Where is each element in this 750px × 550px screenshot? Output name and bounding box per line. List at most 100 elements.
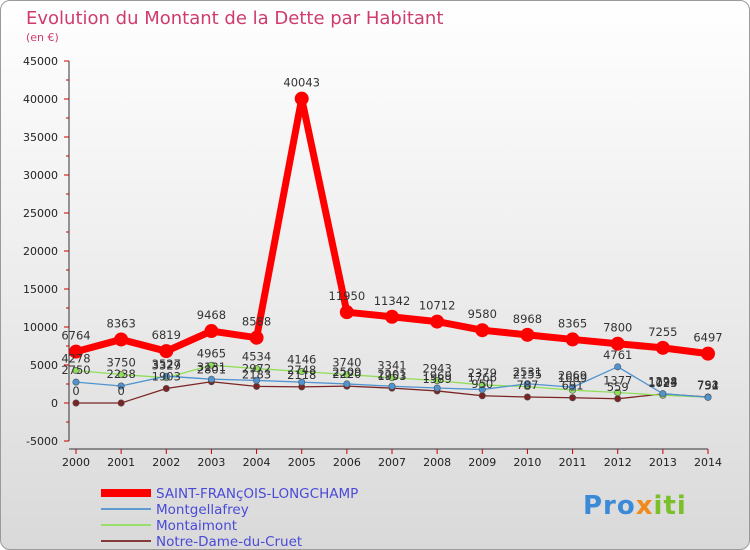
data-point (249, 330, 264, 345)
data-label: 2183 (242, 367, 271, 381)
data-point (343, 380, 351, 388)
data-label: 11950 (329, 289, 366, 303)
data-label: 1689 (558, 371, 587, 385)
data-point (430, 314, 445, 329)
data-point (569, 383, 577, 391)
data-label: 8363 (107, 316, 136, 330)
series-layer (69, 91, 715, 407)
data-label: 3131 (197, 360, 226, 374)
data-point (388, 382, 396, 390)
data-label: 9580 (468, 307, 497, 321)
data-point (569, 394, 577, 402)
x-tick-label: 2010 (513, 456, 541, 469)
data-point (701, 346, 715, 361)
data-label: 3329 (152, 359, 181, 373)
data-label: 1023 (648, 376, 677, 390)
y-tick-label: 30000 (23, 169, 58, 182)
data-label: 2220 (332, 367, 361, 381)
data-label: 4534 (242, 350, 271, 364)
y-tick-label: 35000 (23, 131, 58, 144)
y-tick-label: 5000 (30, 359, 58, 372)
data-point (253, 376, 261, 384)
x-tick-label: 2002 (152, 456, 180, 469)
data-label: 0 (72, 384, 79, 398)
x-tick-label: 2007 (378, 456, 406, 469)
x-tick-label: 2009 (468, 456, 496, 469)
data-label: 2238 (107, 367, 136, 381)
x-tick-label: 2005 (288, 456, 316, 469)
data-label: 0 (117, 384, 124, 398)
data-point (614, 363, 622, 371)
data-label: 6497 (693, 331, 722, 345)
x-tick-label: 2006 (333, 456, 361, 469)
data-label: 7800 (603, 321, 632, 335)
data-label: 3341 (377, 359, 406, 373)
data-label: 559 (607, 380, 629, 394)
data-label: 6819 (152, 328, 181, 342)
data-label: 3527 (152, 357, 181, 371)
data-label: 9468 (197, 308, 226, 322)
data-point (72, 378, 80, 386)
data-point (72, 366, 80, 374)
data-label: 2155 (513, 368, 542, 382)
data-label: 2118 (287, 368, 316, 382)
data-label: 4761 (603, 348, 632, 362)
data-label: 2801 (197, 363, 226, 377)
legend-label: Montaimont (156, 518, 237, 534)
data-label: 1589 (423, 372, 452, 386)
data-point (298, 367, 306, 375)
x-tick-label: 2012 (604, 456, 632, 469)
data-point (433, 384, 441, 392)
data-point (704, 393, 712, 401)
chart-title: Evolution du Montant de la Dette par Hab… (26, 8, 443, 29)
data-point (614, 395, 622, 403)
data-point (385, 309, 399, 324)
data-label: 8365 (558, 316, 587, 330)
data-label: 3740 (332, 356, 361, 370)
data-label: 1194 (648, 375, 677, 389)
data-label: 787 (516, 378, 538, 392)
data-label: 2943 (423, 362, 452, 376)
legend-label: Montgellafrey (156, 502, 249, 518)
data-label: 6764 (61, 329, 90, 343)
data-point (565, 332, 580, 347)
data-label: 691 (562, 379, 584, 393)
data-label: 2750 (61, 363, 90, 377)
y-tick-label: 45000 (23, 55, 58, 68)
y-tick-label: -5000 (26, 435, 58, 448)
data-point (475, 323, 490, 338)
data-label: 8588 (242, 315, 271, 329)
data-point (207, 361, 215, 369)
data-point (298, 378, 306, 386)
chart-subtitle: (en €) (26, 31, 59, 44)
data-point (117, 370, 125, 378)
data-label: 1969 (423, 369, 452, 383)
x-tick-label: 2003 (197, 456, 225, 469)
data-point (117, 382, 125, 390)
data-label: 40043 (283, 76, 320, 90)
data-point (253, 382, 261, 390)
y-tick-label: 10000 (23, 321, 58, 334)
data-label: 1953 (377, 369, 406, 383)
data-point (204, 324, 219, 339)
data-label: 2201 (377, 367, 406, 381)
data-point (294, 91, 309, 106)
data-label: 752 (697, 378, 719, 392)
data-label: 754 (697, 378, 719, 392)
legend: SAINT-FRANçOIS-LONGCHAMPMontgellafreyMon… (101, 486, 358, 549)
data-point (478, 386, 486, 394)
x-tick-label: 2011 (559, 456, 587, 469)
proxiti-logo: Proxiti (583, 491, 687, 521)
axes: -500005000100001500020000250003000035000… (23, 55, 722, 469)
data-point (520, 327, 535, 342)
data-point (69, 344, 83, 359)
data-point (523, 380, 531, 388)
legend-label: SAINT-FRANçOIS-LONGCHAMP (156, 486, 358, 502)
data-label: 950 (471, 377, 493, 391)
data-point (478, 392, 486, 400)
data-label: 7255 (648, 325, 677, 339)
data-label: 4146 (287, 352, 316, 366)
data-label: 11342 (374, 294, 411, 308)
